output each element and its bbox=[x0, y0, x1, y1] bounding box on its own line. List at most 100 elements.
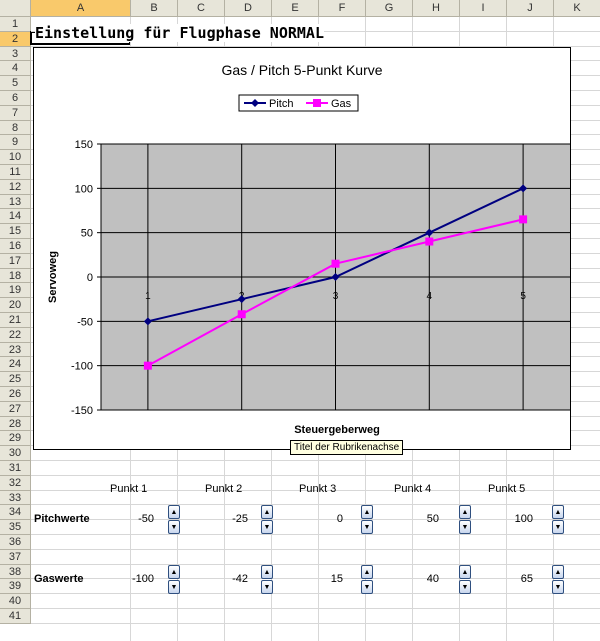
spin-up-icon[interactable]: ▲ bbox=[459, 565, 471, 579]
spin-down-icon[interactable]: ▼ bbox=[361, 580, 373, 594]
column-header-b[interactable]: B bbox=[131, 0, 178, 17]
spin-up-icon[interactable]: ▲ bbox=[459, 505, 471, 519]
gas-spinner-2[interactable]: ▲ ▼ bbox=[261, 565, 273, 594]
row-header-15[interactable]: 15 bbox=[0, 224, 31, 239]
spin-down-icon[interactable]: ▼ bbox=[261, 580, 273, 594]
spin-down-icon[interactable]: ▼ bbox=[261, 520, 273, 534]
row-header-36[interactable]: 36 bbox=[0, 535, 31, 550]
column-header-k[interactable]: K bbox=[554, 0, 600, 17]
row-header-7[interactable]: 7 bbox=[0, 105, 31, 121]
pitch-spinner-5[interactable]: ▲ ▼ bbox=[552, 505, 564, 534]
row-header-8[interactable]: 8 bbox=[0, 120, 31, 136]
row-header-12[interactable]: 12 bbox=[0, 179, 31, 195]
row-header-2[interactable]: 2 bbox=[0, 31, 31, 47]
row-header-14[interactable]: 14 bbox=[0, 209, 31, 225]
gas-spinner-4[interactable]: ▲ ▼ bbox=[459, 565, 471, 594]
row-header-3[interactable]: 3 bbox=[0, 46, 31, 62]
row-header-34[interactable]: 34 bbox=[0, 505, 31, 521]
column-header-a[interactable]: A bbox=[31, 0, 131, 17]
row-header-33[interactable]: 33 bbox=[0, 490, 31, 506]
spin-down-icon[interactable]: ▼ bbox=[552, 580, 564, 594]
column-header-j[interactable]: J bbox=[507, 0, 554, 17]
spin-down-icon[interactable]: ▼ bbox=[361, 520, 373, 534]
row-header-23[interactable]: 23 bbox=[0, 342, 31, 358]
gas-row-label: Gaswerte bbox=[34, 573, 84, 585]
legend-marker-gas bbox=[313, 99, 321, 107]
row-header-26[interactable]: 26 bbox=[0, 387, 31, 402]
spin-up-icon[interactable]: ▲ bbox=[361, 505, 373, 519]
spin-up-icon[interactable]: ▲ bbox=[168, 565, 180, 579]
row-header-25[interactable]: 25 bbox=[0, 372, 31, 387]
row-header-37[interactable]: 37 bbox=[0, 549, 31, 565]
row-header-16[interactable]: 16 bbox=[0, 239, 31, 254]
row-header-20[interactable]: 20 bbox=[0, 298, 31, 313]
spin-up-icon[interactable]: ▲ bbox=[261, 505, 273, 519]
chart-title: Gas / Pitch 5-Punkt Kurve bbox=[221, 62, 382, 78]
row-header-27[interactable]: 27 bbox=[0, 401, 31, 417]
spin-down-icon[interactable]: ▼ bbox=[459, 520, 471, 534]
column-header-d[interactable]: D bbox=[225, 0, 272, 17]
row-header-24[interactable]: 24 bbox=[0, 357, 31, 373]
y-tick-label: 0 bbox=[87, 272, 93, 284]
spin-up-icon[interactable]: ▲ bbox=[552, 565, 564, 579]
gas-spinner-1[interactable]: ▲ ▼ bbox=[168, 565, 180, 594]
column-header-e[interactable]: E bbox=[272, 0, 319, 17]
column-header-h[interactable]: H bbox=[413, 0, 460, 17]
spin-up-icon[interactable]: ▲ bbox=[261, 565, 273, 579]
row-header-30[interactable]: 30 bbox=[0, 446, 31, 461]
column-header-c[interactable]: C bbox=[178, 0, 225, 17]
row-header-32[interactable]: 32 bbox=[0, 475, 31, 491]
row-header-38[interactable]: 38 bbox=[0, 564, 31, 580]
pitch-value-2: -25 bbox=[232, 513, 248, 525]
row-header-28[interactable]: 28 bbox=[0, 416, 31, 432]
chart-area[interactable]: Gas / Pitch 5-Punkt Kurve Pitch Gas 150 100 5… bbox=[33, 47, 571, 450]
gas-value-4: 40 bbox=[426, 573, 439, 585]
spin-up-icon[interactable]: ▲ bbox=[168, 505, 180, 519]
row-header-29[interactable]: 29 bbox=[0, 431, 31, 447]
gas-spinner-5[interactable]: ▲ ▼ bbox=[552, 565, 564, 594]
gas-spinner-3[interactable]: ▲ ▼ bbox=[361, 565, 373, 594]
spin-up-icon[interactable]: ▲ bbox=[552, 505, 564, 519]
spin-down-icon[interactable]: ▼ bbox=[168, 580, 180, 594]
row-header-6[interactable]: 6 bbox=[0, 91, 31, 106]
pitch-spinner-4[interactable]: ▲ ▼ bbox=[459, 505, 471, 534]
row-header-9[interactable]: 9 bbox=[0, 135, 31, 151]
column-header-g[interactable]: G bbox=[366, 0, 413, 17]
row-header-31[interactable]: 31 bbox=[0, 461, 31, 476]
row-header-11[interactable]: 11 bbox=[0, 165, 31, 180]
column-header-i[interactable]: I bbox=[460, 0, 507, 17]
row-header-18[interactable]: 18 bbox=[0, 268, 31, 284]
row-header-40[interactable]: 40 bbox=[0, 594, 31, 609]
select-all-corner[interactable] bbox=[0, 0, 31, 17]
row-header-1[interactable]: 1 bbox=[0, 17, 31, 32]
pitch-value-3: 0 bbox=[336, 513, 343, 525]
pitch-spinner-1[interactable]: ▲ ▼ bbox=[168, 505, 180, 534]
row-header-19[interactable]: 19 bbox=[0, 283, 31, 299]
row-gridline bbox=[31, 519, 600, 521]
gas-value-3: 15 bbox=[330, 573, 343, 585]
spin-down-icon[interactable]: ▼ bbox=[552, 520, 564, 534]
pitch-row-label: Pitchwerte bbox=[34, 513, 90, 525]
row-header-13[interactable]: 13 bbox=[0, 194, 31, 210]
pitch-spinner-3[interactable]: ▲ ▼ bbox=[361, 505, 373, 534]
row-header-5[interactable]: 5 bbox=[0, 76, 31, 91]
row-gridline bbox=[31, 622, 600, 624]
row-header-35[interactable]: 35 bbox=[0, 520, 31, 535]
pitch-spinner-2[interactable]: ▲ ▼ bbox=[261, 505, 273, 534]
spin-up-icon[interactable]: ▲ bbox=[361, 565, 373, 579]
column-header-f[interactable]: F bbox=[319, 0, 366, 17]
spin-down-icon[interactable]: ▼ bbox=[168, 520, 180, 534]
row-header-10[interactable]: 10 bbox=[0, 150, 31, 165]
data-point-pitch bbox=[519, 184, 528, 193]
row-header-4[interactable]: 4 bbox=[0, 61, 31, 77]
row-header-41[interactable]: 41 bbox=[0, 609, 31, 624]
row-header-22[interactable]: 22 bbox=[0, 327, 31, 343]
row-header-21[interactable]: 21 bbox=[0, 313, 31, 328]
y-tick-label: -50 bbox=[77, 316, 93, 328]
row-header-17[interactable]: 17 bbox=[0, 253, 31, 269]
row-gridline bbox=[31, 460, 600, 461]
x-axis-title: Steuergeberweg bbox=[294, 424, 380, 436]
spin-down-icon[interactable]: ▼ bbox=[459, 580, 471, 594]
row-header-39[interactable]: 39 bbox=[0, 579, 31, 595]
y-tick-label: -150 bbox=[71, 405, 93, 417]
